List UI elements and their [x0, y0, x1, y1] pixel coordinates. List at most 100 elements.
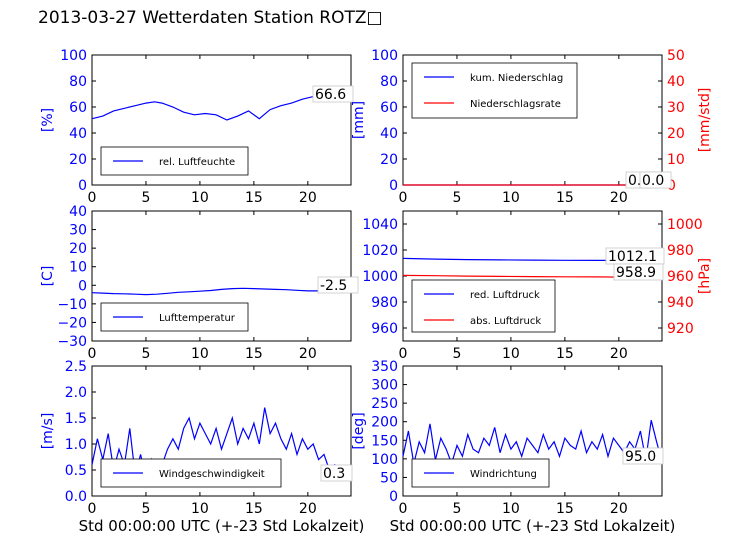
precipitation-legend-label: Niederschlagsrate — [470, 99, 561, 110]
pressure-y2-tick-label: 1000 — [667, 217, 703, 233]
wind-speed-value-box — [320, 464, 353, 482]
humidity-value-label: 66.6 — [315, 87, 346, 103]
wind-speed-x-tick-label: 15 — [245, 501, 263, 517]
figure-title: 2013-03-27 Wetterdaten Station ROTZ□ — [38, 8, 383, 28]
temperature-y-tick-label: 20 — [69, 241, 87, 257]
temperature-series-line-0 — [91, 287, 352, 296]
precipitation-x-tick-label: 10 — [502, 190, 520, 206]
temperature-x-tick-label: 20 — [299, 346, 317, 362]
humidity-y-tick-label: 80 — [69, 74, 87, 90]
precipitation-y2-tick-label: 20 — [667, 126, 685, 142]
precipitation-y-tick-label: 60 — [380, 100, 398, 116]
humidity-y-axis-label: [%] — [40, 108, 56, 132]
humidity-x-tick-label: 5 — [141, 190, 150, 206]
temperature-value-box — [317, 276, 359, 294]
pressure-legend-box — [411, 279, 556, 333]
humidity-x-tick-label: 10 — [191, 190, 209, 206]
humidity-y-tick-label: 20 — [69, 152, 87, 168]
wind-direction-value-box — [622, 447, 664, 465]
wind-speed-y-axis-label: [m/s] — [40, 413, 56, 450]
wind-direction-x-tick-label: 15 — [556, 501, 574, 517]
precipitation-y-tick-label: 40 — [380, 126, 398, 142]
humidity-x-tick-label: 15 — [245, 190, 263, 206]
precipitation-y2-tick-label: 40 — [667, 74, 685, 90]
wind-direction-y-tick-label: 200 — [371, 415, 398, 431]
pressure-legend-label: abs. Luftdruck — [470, 316, 541, 327]
wind-speed-x-tick-label: 10 — [191, 501, 209, 517]
wind-direction-series-line-0 — [402, 420, 663, 466]
precipitation-y-tick-label: 20 — [380, 152, 398, 168]
humidity-y-tick-label: 100 — [60, 48, 87, 64]
temperature-y-tick-label: 40 — [69, 204, 87, 220]
precipitation-y2-tick-label: 50 — [667, 48, 685, 64]
precipitation-y-tick-label: 100 — [371, 48, 398, 64]
pressure-y2-tick-label: 920 — [667, 321, 694, 337]
pressure-x-tick-label: 5 — [452, 346, 461, 362]
precipitation-value-box — [639, 171, 672, 189]
humidity-y-tick-label: 60 — [69, 100, 87, 116]
pressure-value-label: 958.9 — [616, 265, 656, 281]
wind-direction-value-label: 95.0 — [625, 449, 656, 465]
wind-speed-x-tick-label: 5 — [141, 501, 150, 517]
pressure-y2-axis-label: [hPa] — [697, 258, 713, 294]
wind-speed-y-tick-label: 0.0 — [65, 489, 87, 505]
wind-direction-x-axis-label: Std 00:00:00 UTC (+-23 Std Lokalzeit) — [390, 517, 676, 535]
precipitation-y2-tick-label: 10 — [667, 152, 685, 168]
precipitation-legend-label: kum. Niederschlag — [470, 73, 563, 84]
pressure-y-tick-label: 1020 — [362, 243, 398, 259]
humidity-y-tick-label: 40 — [69, 126, 87, 142]
pressure-y2-tick-label: 960 — [667, 269, 694, 285]
temperature-y-tick-label: 0 — [78, 278, 87, 294]
wind-direction-y-tick-label: 100 — [371, 452, 398, 468]
temperature-y-tick-label: −10 — [57, 297, 87, 313]
wind-speed-y-tick-label: 2.0 — [65, 385, 87, 401]
wind-speed-y-tick-label: 1.5 — [65, 411, 87, 427]
wind-speed-y-tick-label: 2.5 — [65, 359, 87, 375]
precipitation-y2-axis-label: [mm/std] — [697, 88, 713, 153]
humidity-x-tick-label: 20 — [299, 190, 317, 206]
precipitation-y-axis-label: [mm] — [351, 101, 367, 139]
precipitation-y2-tick-label: 0 — [667, 178, 676, 194]
pressure-x-tick-label: 0 — [399, 346, 408, 362]
temperature-x-tick-label: 5 — [141, 346, 150, 362]
wind-direction-legend-label: Windrichtung — [470, 469, 537, 480]
wind-direction-x-tick-label: 20 — [610, 501, 628, 517]
temperature-y-tick-label: −20 — [57, 315, 87, 331]
pressure-x-tick-label: 20 — [610, 346, 628, 362]
precipitation-value-label: 0.0 — [642, 173, 664, 189]
humidity-legend-label: rel. Luftfeuchte — [159, 157, 235, 168]
wind-direction-x-tick-label: 5 — [452, 501, 461, 517]
pressure-y2-tick-label: 980 — [667, 243, 694, 259]
pressure-y-tick-label: 980 — [371, 295, 398, 311]
wind-direction-x-tick-label: 10 — [502, 501, 520, 517]
wind-speed-x-axis-label: Std 00:00:00 UTC (+-23 Std Lokalzeit) — [79, 517, 365, 535]
wind-direction-x-tick-label: 0 — [399, 501, 408, 517]
temperature-x-tick-label: 0 — [88, 346, 97, 362]
wind-speed-legend-box — [100, 458, 282, 488]
wind-direction-y-axis-label: [deg] — [351, 412, 367, 449]
temperature-y-tick-label: −30 — [57, 334, 87, 350]
pressure-y-tick-label: 960 — [371, 321, 398, 337]
precipitation-x-tick-label: 0 — [399, 190, 408, 206]
temperature-x-tick-label: 10 — [191, 346, 209, 362]
precipitation-y-tick-label: 0 — [389, 178, 398, 194]
humidity-series-line-0 — [91, 95, 352, 121]
wind-direction-y-tick-label: 150 — [371, 433, 398, 449]
wind-speed-x-tick-label: 20 — [299, 501, 317, 517]
temperature-y-tick-label: 10 — [69, 260, 87, 276]
pressure-x-tick-label: 15 — [556, 346, 574, 362]
pressure-x-tick-label: 10 — [502, 346, 520, 362]
wind-direction-y-tick-label: 50 — [380, 470, 398, 486]
pressure-y-tick-label: 1040 — [362, 217, 398, 233]
temperature-x-tick-label: 15 — [245, 346, 263, 362]
precipitation-x-tick-label: 15 — [556, 190, 574, 206]
precipitation-y2-tick-label: 30 — [667, 100, 685, 116]
wind-direction-y-tick-label: 300 — [371, 378, 398, 394]
temperature-legend-label: Lufttemperatur — [159, 313, 236, 324]
precipitation-x-tick-label: 20 — [610, 190, 628, 206]
pressure-y2-tick-label: 940 — [667, 295, 694, 311]
pressure-value-box — [613, 263, 664, 281]
humidity-x-tick-label: 0 — [88, 190, 97, 206]
precipitation-x-tick-label: 5 — [452, 190, 461, 206]
